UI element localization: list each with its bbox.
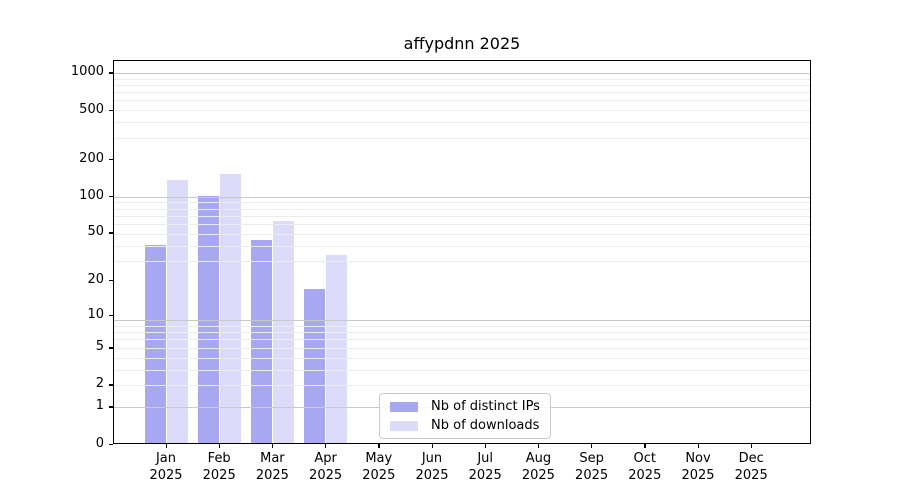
bar-distinct-ips (197, 196, 219, 444)
x-tick-label: Dec 2025 (734, 451, 768, 483)
y-tick-label: 20 (87, 271, 104, 287)
x-tick-mark (591, 444, 593, 448)
gridline (113, 72, 811, 74)
legend-swatch-distinct-ips (390, 401, 418, 412)
gridline (113, 110, 811, 112)
gridline (113, 233, 811, 235)
bar-distinct-ips (144, 244, 166, 444)
bar-downloads (326, 254, 348, 444)
gridline (113, 384, 811, 386)
x-tick-label: Jan 2025 (149, 451, 183, 483)
y-tick-mark (108, 384, 113, 386)
gridline (113, 224, 811, 226)
y-tick-label: 1 (95, 398, 104, 414)
legend-label-distinct-ips: Nb of distinct IPs (431, 399, 540, 414)
x-tick-mark (697, 444, 699, 448)
gridline (113, 261, 811, 263)
legend-label-downloads: Nb of downloads (431, 418, 540, 433)
x-tick-label: Aug 2025 (521, 451, 555, 483)
plot-area (113, 60, 811, 444)
y-tick-mark (108, 72, 113, 74)
gridline (113, 208, 811, 210)
y-tick-mark (108, 347, 113, 349)
x-tick-mark (325, 444, 327, 448)
gridline (113, 347, 811, 349)
y-tick-label: 1000 (70, 64, 104, 80)
x-tick-mark (484, 444, 486, 448)
bar-downloads (219, 173, 241, 444)
legend: Nb of distinct IPs Nb of downloads (379, 393, 551, 439)
x-tick-label: Oct 2025 (628, 451, 662, 483)
x-tick-mark (218, 444, 220, 448)
gridline (113, 215, 811, 217)
y-tick-mark (108, 279, 113, 282)
x-tick-label: Sep 2025 (575, 451, 609, 483)
gridline (113, 325, 811, 327)
y-tick-mark (108, 314, 113, 316)
legend-entry-distinct-ips: Nb of distinct IPs (390, 399, 540, 414)
y-tick-label: 0 (95, 435, 104, 451)
legend-swatch-downloads (390, 420, 418, 431)
x-tick-mark (644, 444, 646, 448)
gridline (113, 320, 811, 322)
gridline (113, 92, 811, 94)
y-tick-label: 100 (79, 187, 104, 203)
gridlines-layer (113, 60, 811, 444)
x-tick-mark (378, 444, 380, 448)
y-tick-label: 10 (87, 306, 104, 322)
y-tick-label: 50 (87, 224, 104, 240)
gridline (113, 369, 811, 371)
bar-distinct-ips (250, 239, 272, 444)
y-tick-label: 500 (79, 101, 104, 117)
x-tick-mark (750, 444, 752, 448)
x-tick-label: Jul 2025 (468, 451, 502, 483)
x-tick-label: Apr 2025 (309, 451, 343, 483)
y-tick-mark (108, 109, 113, 111)
gridline (113, 202, 811, 204)
gridline (113, 100, 811, 102)
gridline (113, 84, 811, 86)
x-tick-mark (165, 444, 167, 448)
y-tick-mark (108, 195, 113, 197)
gridline (113, 122, 811, 124)
y-tick-label: 5 (95, 339, 104, 355)
x-tick-mark (431, 444, 433, 448)
y-tick-label: 200 (79, 150, 104, 166)
gridline (113, 339, 811, 341)
gridline (113, 357, 811, 359)
gridline (113, 78, 811, 80)
gridline (113, 137, 811, 139)
y-tick-mark (108, 443, 113, 445)
gridline (113, 245, 811, 247)
chart-title: affypdnn 2025 (403, 34, 521, 53)
y-tick-mark (108, 406, 113, 408)
x-tick-label: Mar 2025 (255, 451, 289, 483)
y-tick-mark (108, 232, 113, 234)
bar-distinct-ips (304, 288, 326, 444)
gridline (113, 332, 811, 334)
x-tick-mark (537, 444, 540, 448)
x-tick-label: Jun 2025 (415, 451, 449, 483)
gridline (113, 196, 811, 198)
x-tick-label: Nov 2025 (681, 451, 715, 483)
legend-entry-downloads: Nb of downloads (390, 418, 540, 433)
y-tick-label: 2 (95, 376, 104, 392)
y-tick-mark (108, 158, 113, 160)
x-tick-label: Feb 2025 (202, 451, 236, 483)
x-tick-mark (271, 444, 274, 448)
x-tick-label: May 2025 (362, 451, 396, 483)
